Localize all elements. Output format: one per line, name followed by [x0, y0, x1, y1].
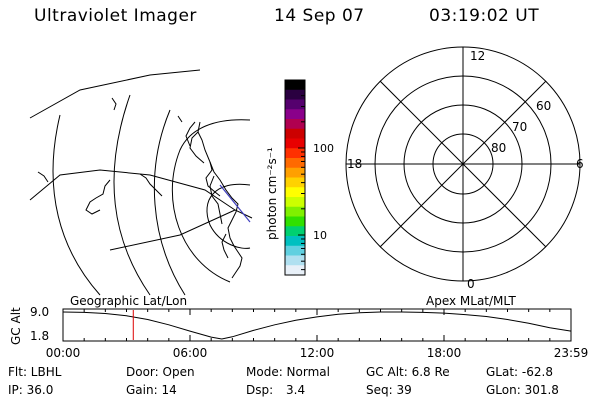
colorbar-strip	[285, 167, 305, 179]
colorbar-tick-label: 100	[313, 142, 334, 155]
timeline-x-tick-label: 00:00	[46, 346, 81, 360]
dsp-info: Dsp:	[246, 383, 273, 397]
timeline-y-tick-top: 9.0	[30, 305, 49, 319]
colorbar-strip	[285, 148, 305, 159]
latitude-arc-2	[113, 94, 151, 296]
timeline-x-ticks	[83, 309, 551, 341]
coastline-outline	[37, 97, 243, 279]
latitude-arc-1	[52, 114, 101, 296]
geographic-map	[29, 69, 253, 296]
colorbar-unit-label: photon cm⁻²s⁻¹	[265, 147, 279, 240]
polar-lat-label-80: 80	[491, 141, 506, 155]
seq-info: Seq: 39	[366, 383, 412, 397]
colorbar-strip	[285, 216, 305, 227]
colorbar-strip	[285, 158, 305, 169]
polar-mlt-label-6: 6	[576, 157, 584, 171]
dsp-value: 3.4	[286, 383, 305, 397]
polar-lat-label-60: 60	[536, 99, 551, 113]
subsatellite-track	[219, 184, 251, 223]
colorbar-strip	[285, 226, 305, 237]
colorbar-strip	[285, 128, 305, 140]
glon-info: GLon: 301.8	[486, 383, 559, 397]
colorbar-strip	[285, 265, 305, 276]
timeline-x-tick-label: 12:00	[300, 346, 335, 360]
mode-info: Mode: Normal	[246, 365, 330, 379]
timeline-right-caption: Apex MLat/MLT	[426, 294, 516, 308]
colorbar-strip	[285, 245, 305, 257]
altitude-curve	[62, 311, 572, 340]
latitude-arc-4	[171, 119, 251, 283]
colorbar-ticks: 100 10	[298, 95, 334, 271]
latitude-arc-3	[153, 109, 186, 296]
longitude-line-3	[109, 209, 236, 251]
colorbar-strip	[285, 206, 305, 218]
door-info: Door: Open	[126, 365, 195, 379]
filter-info: Flt: LBHL	[8, 365, 62, 379]
polar-mlt-label-18: 18	[347, 157, 362, 171]
timeline-x-tick-label: 23:59	[554, 346, 589, 360]
colorbar-strip	[285, 236, 305, 247]
timeline-x-tick-label: 18:00	[427, 346, 462, 360]
mlt-line-diag-2	[379, 80, 547, 248]
colorbar-frame	[284, 79, 306, 276]
colorbar-strip	[285, 187, 305, 198]
timeline-x-tick-label: 06:00	[173, 346, 208, 360]
colorbar-gradient	[285, 80, 305, 276]
longitude-line-2	[29, 169, 253, 219]
local-circle	[206, 183, 251, 249]
colorbar-strip	[285, 80, 305, 91]
gain-info: Gain: 14	[126, 383, 177, 397]
glat-info: GLat: -62.8	[486, 365, 553, 379]
image-date: 14 Sep 07	[274, 6, 365, 26]
colorbar-strip	[285, 177, 305, 188]
info-panel: Flt: LBHL Door: Open Mode: Normal GC Alt…	[8, 365, 559, 397]
timeline: Geographic Lat/Lon Apex MLat/MLT GC Alt …	[9, 294, 588, 360]
colorbar-strip	[285, 119, 305, 130]
polar-labels: 60 70 80 12 18 6 0	[347, 49, 584, 291]
longitude-line-1	[29, 69, 201, 119]
polar-lat-label-70: 70	[512, 120, 527, 134]
colorbar-strip	[285, 255, 305, 266]
image-time: 03:19:02 UT	[429, 6, 540, 26]
polar-mlt-label-0: 0	[467, 277, 475, 291]
colorbar: 100 10 photon cm⁻²s⁻¹	[265, 79, 334, 276]
colorbar-tick-label: 10	[313, 229, 327, 242]
colorbar-strip	[285, 99, 305, 110]
colorbar-strip	[285, 138, 305, 149]
colorbar-strip	[285, 109, 305, 120]
timeline-x-tick-labels: 00:00 06:00 12:00 18:00 23:59	[46, 346, 589, 360]
polar-mlt-label-12: 12	[470, 49, 485, 63]
timeline-y-tick-bottom: 1.8	[30, 329, 49, 343]
timeline-axis-title: GC Alt	[9, 307, 23, 345]
timeline-left-caption: Geographic Lat/Lon	[70, 294, 187, 308]
ip-info: IP: 36.0	[8, 383, 53, 397]
colorbar-strip	[285, 197, 305, 208]
polar-plot	[345, 46, 581, 282]
colorbar-strip	[285, 89, 305, 101]
instrument-title: Ultraviolet Imager	[34, 6, 197, 26]
gc-alt-info: GC Alt: 6.8 Re	[366, 365, 450, 379]
